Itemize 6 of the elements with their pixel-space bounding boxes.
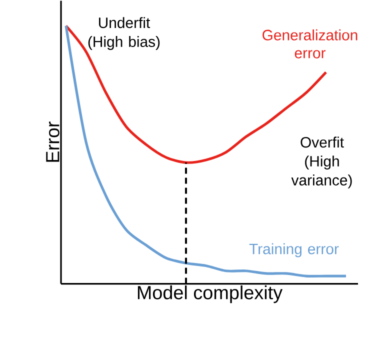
annotation: Overfit (High variance) (291, 136, 352, 188)
series-label: Training error (249, 243, 339, 257)
annotation: Underfit (High bias) (88, 16, 160, 50)
x-axis-title: Model complexity (138, 285, 283, 303)
text: Generalization error (262, 29, 358, 58)
y-axis-title: Error (46, 121, 60, 162)
